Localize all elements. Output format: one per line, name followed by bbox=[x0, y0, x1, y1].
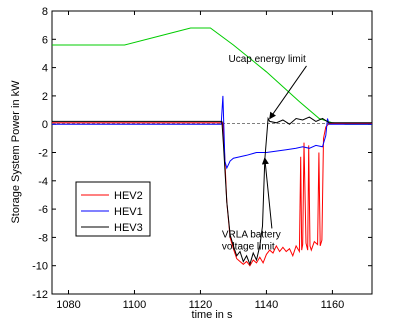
y-axis-label: Storage System Power in kW bbox=[10, 80, 22, 224]
annotation-text: VRLA battery voltage limit bbox=[222, 229, 281, 252]
x-tick-label: 1120 bbox=[189, 299, 213, 311]
y-tick-label: -8 bbox=[38, 232, 48, 244]
annotation-line: VRLA battery bbox=[222, 229, 281, 240]
x-tick-label: 1160 bbox=[321, 299, 345, 311]
y-tick-label: 8 bbox=[42, 6, 48, 18]
y-tick-label: 4 bbox=[42, 63, 48, 75]
y-tick-label: 0 bbox=[42, 119, 48, 131]
y-tick-label: 6 bbox=[42, 34, 48, 46]
plot-area bbox=[51, 10, 373, 295]
series-lines bbox=[52, 27, 372, 267]
annotation-line: voltage limit bbox=[222, 241, 275, 252]
x-tick-label: 1080 bbox=[56, 299, 80, 311]
legend-label: HEV3 bbox=[114, 222, 143, 234]
y-tick-label: -6 bbox=[38, 204, 48, 216]
y-tick-label: -4 bbox=[38, 176, 48, 188]
series-line-hev2 bbox=[52, 122, 372, 267]
annotation-line: Ucap energy limit bbox=[228, 54, 305, 65]
legend-label: HEV1 bbox=[114, 206, 143, 218]
y-tick-label: -10 bbox=[32, 261, 48, 273]
annotation-text: Ucap energy limit bbox=[228, 54, 305, 65]
series-line-hev1 bbox=[52, 95, 372, 170]
legend-label: HEV2 bbox=[114, 190, 143, 202]
y-tick-label: -2 bbox=[38, 148, 48, 160]
annotations: Ucap energy limit VRLA battery voltage lim… bbox=[222, 54, 307, 252]
x-axis-label: time in s bbox=[192, 309, 233, 321]
x-tick-label: 1100 bbox=[123, 299, 147, 311]
annotation-arrow bbox=[261, 157, 273, 229]
y-tick-label: -12 bbox=[32, 289, 48, 301]
x-tick-label: 1140 bbox=[255, 299, 279, 311]
annotation-arrow bbox=[269, 65, 307, 120]
legend: HEV2 HEV1 HEV3 bbox=[75, 181, 151, 237]
ticks: 1080 1100 1120 1140 1160 -12 -10 -8 -6 -4 -2 0 2 4 6 8 bbox=[32, 6, 372, 311]
y-tick-label: 2 bbox=[42, 91, 48, 103]
series-line-hev3 bbox=[52, 116, 372, 266]
